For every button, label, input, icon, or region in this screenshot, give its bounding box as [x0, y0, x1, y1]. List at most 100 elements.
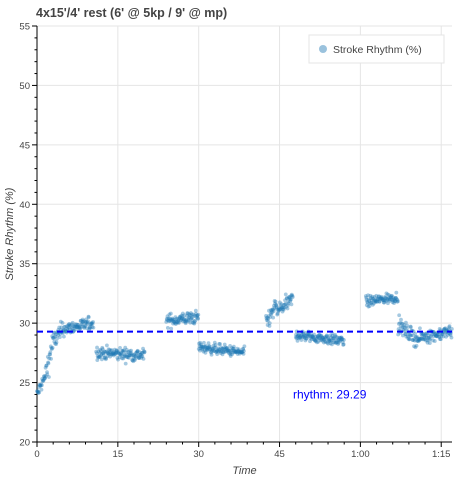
data-point — [438, 337, 443, 342]
data-point — [294, 336, 299, 341]
data-point — [293, 335, 298, 340]
data-point — [306, 332, 311, 337]
data-point — [199, 344, 204, 349]
data-point — [338, 338, 343, 343]
data-point — [285, 303, 290, 308]
data-point — [109, 348, 113, 353]
data-point — [389, 295, 394, 300]
data-point — [129, 351, 134, 356]
data-point — [130, 358, 135, 362]
data-point — [290, 295, 295, 299]
data-point — [334, 340, 339, 345]
data-point — [112, 347, 117, 352]
data-point — [207, 344, 212, 349]
data-point — [332, 336, 337, 341]
data-point — [431, 338, 435, 343]
data-point — [110, 351, 115, 356]
data-point — [271, 315, 276, 320]
data-point — [212, 345, 217, 350]
data-point — [179, 316, 184, 320]
data-point — [319, 333, 324, 338]
data-point — [372, 295, 377, 299]
data-point — [364, 295, 369, 300]
data-point — [185, 314, 190, 318]
data-point — [414, 343, 419, 348]
data-point — [226, 348, 231, 353]
data-point — [214, 349, 219, 354]
data-point — [229, 350, 233, 354]
data-point — [400, 321, 405, 326]
data-point — [302, 335, 307, 339]
data-point — [167, 312, 172, 317]
data-point — [171, 319, 176, 324]
data-point — [45, 372, 50, 377]
data-point — [66, 325, 71, 330]
data-point — [271, 309, 276, 314]
data-point — [112, 351, 116, 356]
data-point — [79, 325, 84, 329]
data-point — [85, 322, 90, 327]
data-point — [221, 349, 226, 354]
data-point — [305, 332, 310, 337]
data-point — [194, 315, 199, 320]
data-point — [84, 320, 89, 324]
data-point — [303, 333, 308, 338]
data-point — [168, 311, 173, 316]
data-point — [339, 337, 344, 341]
data-point — [449, 327, 454, 331]
data-point — [184, 318, 189, 323]
data-point — [442, 327, 447, 332]
data-point — [90, 325, 95, 330]
data-point — [325, 334, 329, 339]
data-point — [124, 347, 129, 352]
data-point — [219, 345, 224, 350]
data-point — [267, 324, 272, 328]
data-point — [192, 319, 197, 324]
data-point — [299, 332, 304, 337]
data-point — [127, 349, 132, 354]
data-point — [84, 317, 89, 322]
data-point — [188, 320, 193, 325]
data-point — [406, 336, 411, 341]
data-point — [272, 299, 277, 303]
data-point — [408, 324, 413, 329]
data-point — [288, 299, 292, 304]
data-point — [436, 332, 441, 337]
data-point — [408, 325, 413, 330]
data-point — [273, 301, 277, 306]
data-point — [102, 356, 107, 360]
data-point — [371, 301, 376, 306]
data-point — [80, 322, 84, 326]
data-point — [387, 299, 392, 303]
data-point — [315, 335, 320, 340]
data-point — [318, 335, 323, 340]
data-point — [449, 335, 454, 340]
data-point — [435, 332, 440, 337]
data-point — [339, 335, 343, 340]
data-point — [40, 379, 45, 383]
data-point — [118, 346, 122, 350]
data-point — [49, 346, 54, 351]
data-point — [240, 350, 245, 354]
data-point — [408, 333, 412, 338]
data-point — [308, 332, 313, 337]
x-tick-label: 30 — [193, 449, 204, 460]
data-point — [427, 337, 432, 342]
data-point — [426, 335, 430, 340]
data-point — [341, 342, 346, 347]
data-point — [40, 377, 45, 381]
data-point — [95, 358, 100, 363]
data-point — [386, 296, 391, 301]
data-point — [310, 334, 315, 339]
data-point — [77, 325, 81, 330]
data-point — [388, 297, 393, 302]
data-point — [296, 332, 301, 337]
data-point — [387, 293, 391, 298]
data-point — [220, 352, 225, 357]
data-point — [178, 318, 183, 323]
data-point — [168, 317, 173, 322]
data-point — [323, 339, 328, 344]
data-point — [137, 356, 141, 361]
data-point — [407, 337, 412, 342]
data-point — [102, 349, 107, 354]
